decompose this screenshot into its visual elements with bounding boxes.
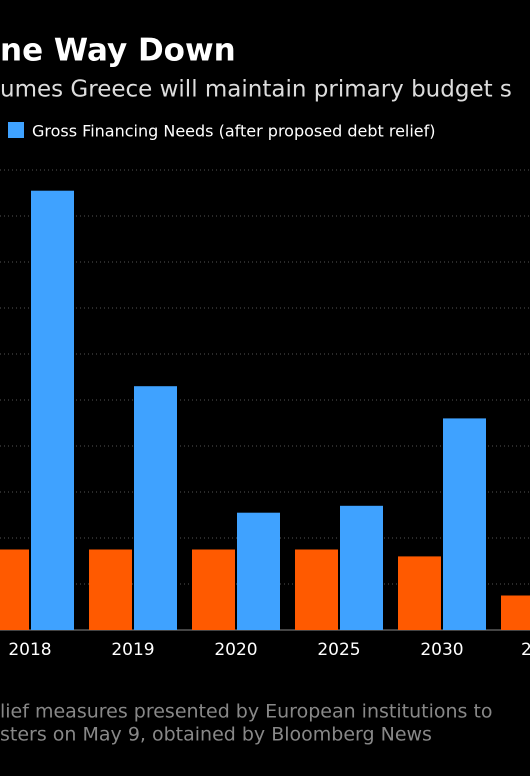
footnote: sters on May 9, obtained by Bloomberg Ne… <box>0 724 432 746</box>
bar <box>295 549 338 630</box>
chart-title: ne Way Down <box>0 33 236 69</box>
x-tick-label: 2019 <box>111 640 154 660</box>
bar <box>501 595 530 630</box>
bar <box>340 505 383 630</box>
legend-swatch <box>8 122 24 138</box>
x-tick-label: 2 <box>521 640 530 660</box>
bar <box>134 386 177 630</box>
x-tick-label: 2025 <box>317 640 360 660</box>
bar <box>443 418 486 630</box>
x-tick-label: 2030 <box>420 640 463 660</box>
footnote: lief measures presented by European inst… <box>0 701 493 723</box>
x-tick-label: 2020 <box>214 640 257 660</box>
chart-subtitle: umes Greece will maintain primary budget… <box>0 77 512 103</box>
bar <box>0 549 29 630</box>
bar <box>398 556 441 630</box>
x-tick-label: 2018 <box>8 640 51 660</box>
legend-label: Gross Financing Needs (after proposed de… <box>32 122 436 141</box>
bar <box>192 549 235 630</box>
bar <box>89 549 132 630</box>
bar <box>237 512 280 630</box>
bar <box>31 190 74 630</box>
